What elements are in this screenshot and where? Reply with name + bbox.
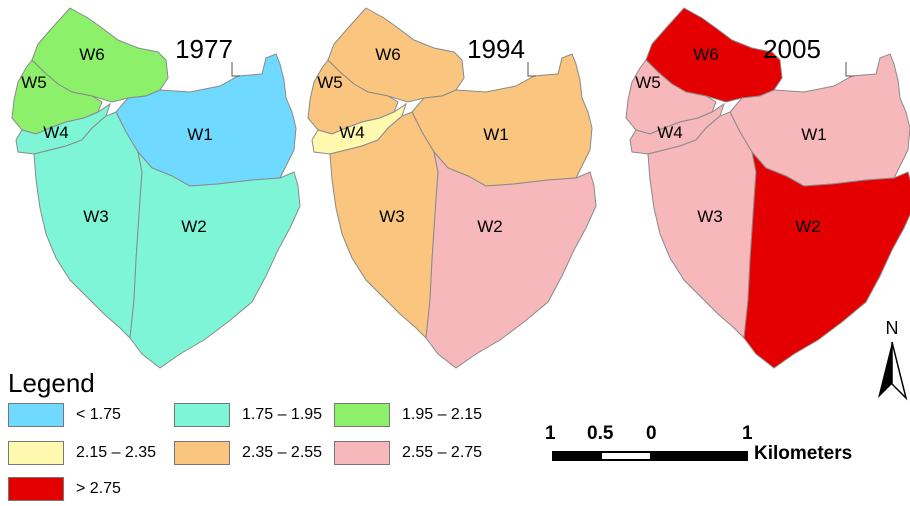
- map-panel-1977: W1 W2 W3 W4 W5 W6: [11, 7, 301, 369]
- ward-label: W6: [79, 45, 105, 64]
- year-label: 2005: [763, 34, 821, 64]
- legend-swatch: [174, 441, 230, 465]
- legend-swatch: [8, 477, 64, 501]
- legend-title: Legend: [8, 368, 95, 398]
- legend-item: < 1.75: [8, 402, 121, 428]
- ward-label: W5: [317, 73, 343, 92]
- year-callout-line: [527, 62, 536, 77]
- ward-w2-polygon: [129, 150, 301, 369]
- legend-swatch: [8, 403, 64, 427]
- legend-item: > 2.75: [8, 476, 121, 502]
- ward-label: W1: [801, 125, 827, 144]
- legend-swatch: [174, 403, 230, 427]
- legend-swatch: [8, 441, 64, 465]
- legend-swatch: [334, 403, 390, 427]
- ward-label: W6: [693, 45, 719, 64]
- legend-label: > 2.75: [76, 480, 121, 497]
- legend-label: 2.55 – 2.75: [402, 444, 483, 461]
- scale-unit-label: Kilometers: [754, 443, 853, 464]
- ward-label: W3: [379, 207, 405, 226]
- ward-label: W5: [21, 73, 47, 92]
- ward-label: W2: [795, 217, 821, 236]
- ward-label: W1: [483, 125, 509, 144]
- legend-label: 2.15 – 2.35: [76, 444, 157, 461]
- scale-tick-label: 1: [742, 423, 753, 444]
- scale-bar: [552, 451, 748, 461]
- year-callout-line: [231, 62, 240, 77]
- ward-label: W2: [477, 217, 503, 236]
- legend-label: 1.95 – 2.15: [402, 406, 483, 423]
- ward-label: W2: [181, 217, 207, 236]
- north-label: N: [886, 318, 899, 338]
- ward-label: W3: [697, 207, 723, 226]
- map-panel-2005: W1 W2 W3 W4 W5 W6: [625, 7, 910, 369]
- legend-label: 2.35 – 2.55: [242, 444, 323, 461]
- map-panel-1994: W1 W2 W3 W4 W5 W6: [307, 7, 597, 369]
- ward-label: W1: [187, 125, 213, 144]
- legend-label: < 1.75: [76, 406, 121, 423]
- scale-tick-label: 0: [646, 423, 657, 444]
- legend-item: 2.35 – 2.55: [174, 440, 322, 466]
- ward-label: W4: [657, 123, 683, 142]
- legend-swatch: [334, 441, 390, 465]
- year-label: 1977: [175, 34, 233, 64]
- legend-item: 1.95 – 2.15: [334, 402, 482, 428]
- legend-item: 1.75 – 1.95: [174, 402, 322, 428]
- ward-label: W5: [635, 73, 661, 92]
- year-callout-line: [845, 62, 854, 77]
- legend-item: 2.15 – 2.35: [8, 440, 156, 466]
- ward-w2-polygon: [425, 150, 597, 369]
- year-label: 1994: [467, 34, 525, 64]
- ward-label: W4: [43, 123, 69, 142]
- ward-label: W3: [83, 207, 109, 226]
- ward-label: W4: [339, 123, 365, 142]
- legend-item: 2.55 – 2.75: [334, 440, 482, 466]
- north-arrow-icon: N: [878, 318, 908, 401]
- legend-label: 1.75 – 1.95: [242, 406, 323, 423]
- scale-tick-label: 0.5: [587, 423, 614, 444]
- ward-label: W6: [375, 45, 401, 64]
- ward-w2-polygon: [743, 150, 910, 369]
- scale-tick-label: 1: [545, 423, 556, 444]
